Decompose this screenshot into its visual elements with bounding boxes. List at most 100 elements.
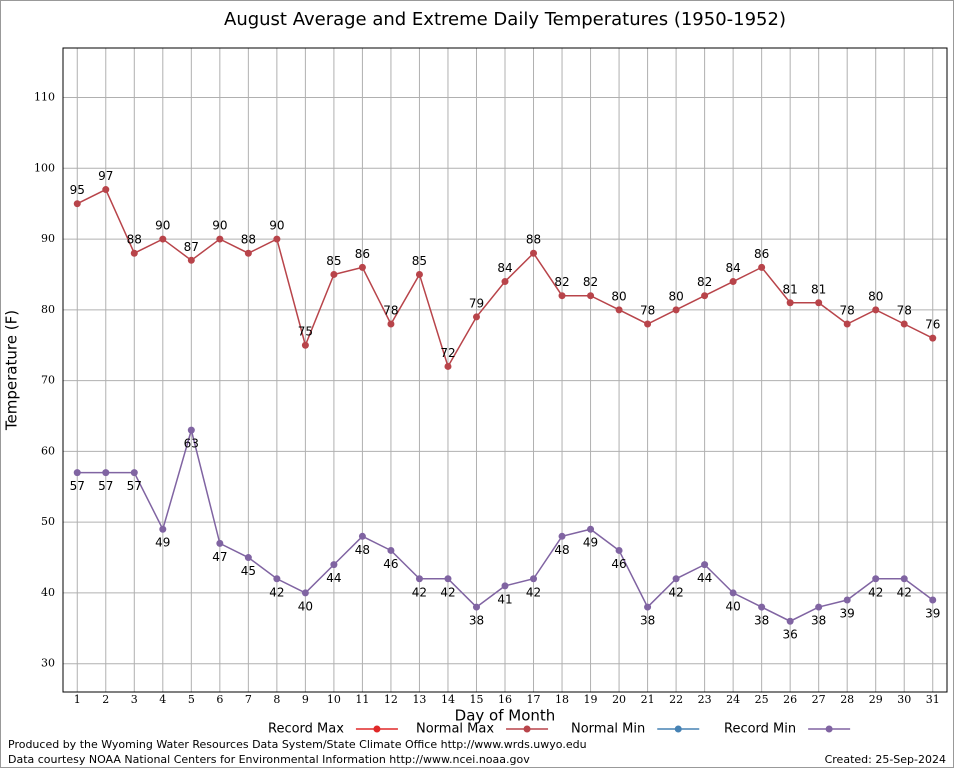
- data-point: [130, 249, 138, 257]
- data-label: 87: [184, 240, 199, 254]
- x-tick-label: 11: [355, 693, 369, 706]
- data-point: [244, 249, 252, 257]
- data-point: [472, 603, 480, 611]
- data-point: [786, 617, 794, 625]
- legend-marker: [373, 725, 381, 733]
- data-label: 45: [241, 564, 256, 578]
- data-label: 44: [326, 571, 341, 585]
- data-point: [301, 341, 309, 349]
- x-tick-label: 16: [498, 693, 512, 706]
- data-label: 42: [269, 585, 284, 599]
- x-tick-label: 7: [245, 693, 252, 706]
- y-tick-label: 60: [41, 444, 55, 457]
- data-label: 44: [697, 571, 712, 585]
- data-label: 57: [70, 479, 85, 493]
- data-point: [73, 469, 81, 477]
- x-tick-label: 27: [812, 693, 826, 706]
- data-point: [729, 589, 737, 597]
- data-point: [244, 554, 252, 562]
- data-point: [187, 426, 195, 434]
- x-tick-label: 23: [698, 693, 712, 706]
- y-tick-label: 100: [34, 161, 55, 174]
- data-label: 90: [269, 219, 284, 233]
- data-label: 86: [754, 247, 769, 261]
- data-point: [273, 235, 281, 243]
- data-label: 38: [811, 614, 826, 628]
- y-tick-label: 30: [41, 657, 55, 670]
- data-point: [900, 575, 908, 583]
- data-label: 41: [497, 592, 512, 606]
- data-point: [815, 299, 823, 307]
- data-point: [216, 235, 224, 243]
- data-point: [672, 575, 680, 583]
- data-point: [843, 320, 851, 328]
- x-tick-label: 29: [869, 693, 883, 706]
- data-point: [843, 596, 851, 604]
- data-point: [358, 532, 366, 540]
- data-point: [758, 603, 766, 611]
- x-tick-label: 19: [584, 693, 598, 706]
- x-tick-label: 1: [74, 693, 81, 706]
- data-label: 78: [383, 304, 398, 318]
- data-label: 84: [725, 261, 740, 275]
- data-point: [672, 306, 680, 314]
- x-tick-label: 25: [755, 693, 769, 706]
- data-point: [130, 469, 138, 477]
- data-point: [558, 292, 566, 300]
- data-label: 63: [184, 437, 199, 451]
- legend-marker: [674, 725, 682, 733]
- data-point: [102, 186, 110, 194]
- x-tick-label: 12: [384, 693, 398, 706]
- data-label: 79: [469, 296, 484, 310]
- data-label: 95: [70, 183, 85, 197]
- data-point: [701, 292, 709, 300]
- legend-label: Normal Min: [571, 722, 645, 737]
- data-label: 80: [668, 289, 683, 303]
- created-date: Created: 25-Sep-2024: [825, 753, 946, 766]
- x-tick-label: 18: [555, 693, 569, 706]
- footer: Produced by the Wyoming Water Resources …: [8, 738, 587, 751]
- data-label: 42: [526, 585, 541, 599]
- data-label: 78: [640, 304, 655, 318]
- data-label: 80: [868, 289, 883, 303]
- data-point: [387, 546, 395, 554]
- data-point: [729, 278, 737, 286]
- data-label: 47: [212, 550, 227, 564]
- data-point: [872, 575, 880, 583]
- x-axis-label: Day of Month: [455, 707, 556, 725]
- data-point: [587, 292, 595, 300]
- x-tick-label: 13: [412, 693, 426, 706]
- x-tick-label: 30: [897, 693, 911, 706]
- data-label: 39: [925, 607, 940, 621]
- plot-border: [62, 47, 948, 693]
- data-point: [415, 575, 423, 583]
- data-point: [301, 589, 309, 597]
- data-point: [444, 362, 452, 370]
- x-tick-label: 14: [441, 693, 455, 706]
- y-tick-label: 70: [41, 374, 55, 387]
- data-label: 49: [583, 536, 598, 550]
- y-tick-label: 50: [41, 515, 55, 528]
- data-label: 90: [212, 219, 227, 233]
- x-tick-label: 24: [726, 693, 740, 706]
- data-point: [530, 575, 538, 583]
- data-label: 90: [155, 219, 170, 233]
- data-point: [758, 263, 766, 271]
- data-label: 78: [840, 304, 855, 318]
- data-point: [159, 525, 167, 533]
- data-label: 76: [925, 318, 940, 332]
- data-label: 39: [840, 607, 855, 621]
- legend-label: Record Max: [268, 722, 344, 737]
- data-label: 38: [754, 614, 769, 628]
- data-label: 72: [440, 346, 455, 360]
- data-label: 80: [611, 289, 626, 303]
- data-label: 57: [127, 479, 142, 493]
- data-label: 42: [897, 585, 912, 599]
- data-point: [73, 200, 81, 208]
- data-point: [472, 313, 480, 321]
- data-label: 46: [383, 557, 398, 571]
- data-point: [615, 546, 623, 554]
- data-label: 88: [241, 233, 256, 247]
- data-point: [444, 575, 452, 583]
- x-tick-label: 31: [926, 693, 940, 706]
